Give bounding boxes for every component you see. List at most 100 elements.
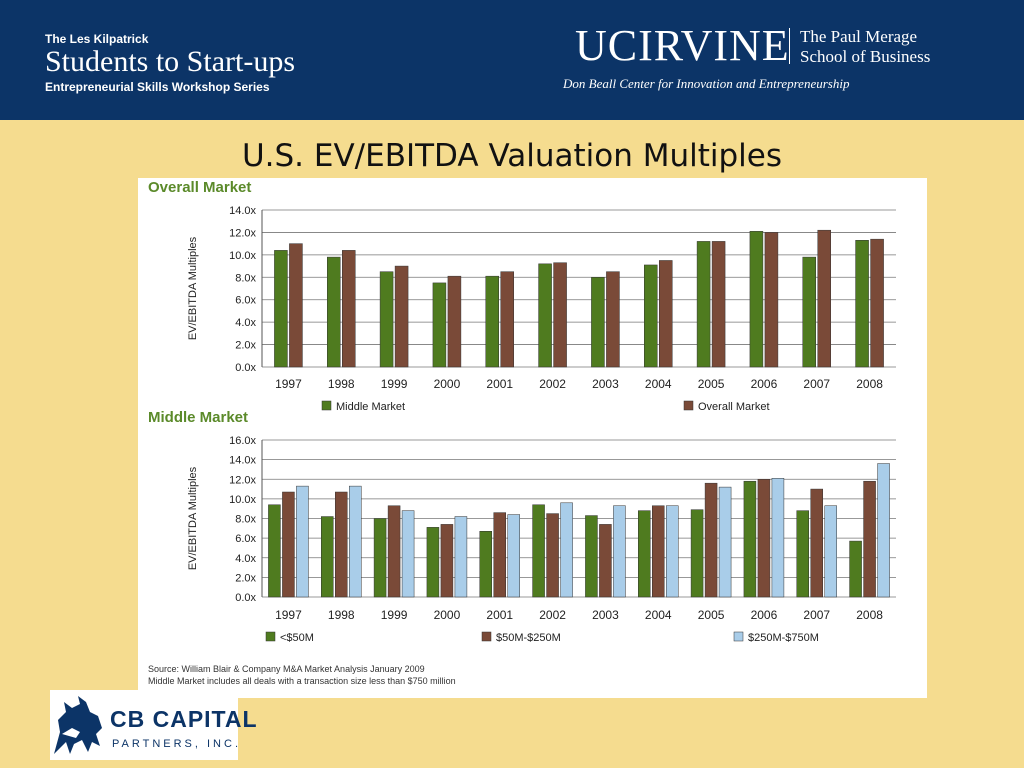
series-label: The Les Kilpatrick — [45, 32, 149, 46]
legend-swatch — [321, 400, 332, 411]
bar — [659, 260, 673, 368]
x-tick-label: 1999 — [381, 377, 408, 391]
bar — [440, 524, 454, 598]
x-tick-label: 2008 — [856, 608, 883, 622]
y-axis-label: EV/EBITDA Multiples — [187, 236, 199, 340]
bar — [485, 275, 499, 368]
bar — [638, 510, 651, 598]
bar — [870, 238, 884, 368]
header-banner: The Les Kilpatrick Students to Start-ups… — [0, 0, 1024, 120]
legend-label: $50M-$250M — [496, 632, 561, 644]
slide-title: U.S. EV/EBITDA Valuation Multiples — [241, 138, 783, 174]
bar — [644, 264, 658, 368]
bar — [321, 516, 334, 598]
y-tick-label: 2.0x — [235, 572, 256, 584]
bar — [696, 241, 711, 368]
x-tick-label: 2002 — [539, 377, 566, 391]
uc-irvine-wordmark: UCIRVINE — [575, 21, 790, 70]
cb-capital-logo: CB CAPITAL PARTNERS, INC. — [50, 690, 257, 760]
bar — [817, 229, 831, 368]
bar — [426, 527, 440, 598]
source-note: Source: William Blair & Company M&A Mark… — [148, 664, 425, 674]
bar — [432, 282, 447, 368]
legend-label: <$50M — [280, 632, 314, 644]
bar — [749, 231, 764, 368]
x-tick-label: 1998 — [328, 608, 355, 622]
bar — [606, 271, 620, 368]
x-tick-label: 2004 — [645, 377, 672, 391]
y-tick-label: 0.0x — [235, 592, 256, 604]
bar — [373, 518, 387, 598]
legend-label: $250M-$750M — [748, 632, 819, 644]
x-tick-label: 2000 — [434, 608, 461, 622]
x-tick-label: 2005 — [698, 377, 725, 391]
bar — [652, 505, 665, 598]
bar — [613, 505, 626, 598]
x-tick-label: 2004 — [645, 608, 672, 622]
scope-note: Middle Market includes all deals with a … — [148, 676, 456, 686]
x-tick-label: 2001 — [486, 608, 513, 622]
bar — [877, 463, 890, 598]
bar — [743, 480, 757, 598]
x-tick-label: 2008 — [856, 377, 883, 391]
y-tick-label: 6.0x — [235, 533, 256, 545]
bar — [591, 277, 605, 368]
center-name: Don Beall Center for Innovation and Entr… — [563, 76, 850, 91]
bar — [771, 478, 785, 598]
y-axis-label: EV/EBITDA Multiples — [187, 466, 199, 570]
y-tick-label: 12.0x — [229, 474, 256, 486]
x-tick-label: 1998 — [328, 377, 355, 391]
program-subtitle: Entrepreneurial Skills Workshop Series — [45, 80, 270, 94]
bar — [349, 485, 362, 598]
y-tick-label: 4.0x — [235, 553, 256, 565]
logo-divider — [789, 28, 790, 64]
x-tick-label: 2006 — [751, 608, 778, 622]
bar — [796, 510, 809, 598]
bar — [546, 513, 559, 598]
bar — [764, 232, 779, 368]
bar — [532, 504, 545, 598]
chart-panel: Overall Market 0.0x 2.0x 4.0x 6.0x 8.0x 10.0x 1… — [138, 178, 927, 698]
x-tick-label: 2002 — [539, 608, 566, 622]
y-tick-label: 10.0x — [229, 250, 256, 262]
bar — [560, 502, 573, 598]
y-tick-label: 8.0x — [235, 272, 256, 284]
bar — [849, 540, 862, 598]
y-tick-label: 12.0x — [229, 227, 256, 239]
bar — [585, 515, 598, 598]
bar — [538, 263, 552, 368]
bar — [666, 505, 679, 598]
chart-title: Middle Market — [148, 409, 248, 426]
bar — [327, 256, 341, 368]
y-tick-label: 14.0x — [229, 205, 256, 217]
bar — [507, 514, 520, 598]
y-tick-label: 4.0x — [235, 317, 256, 329]
x-tick-label: 2006 — [751, 377, 778, 391]
bar — [863, 480, 876, 598]
bar — [282, 491, 295, 598]
bar — [379, 271, 394, 368]
program-title: Students to Start-ups — [45, 45, 296, 78]
school-name: The Paul Merage School of Business — [800, 27, 930, 67]
bar — [493, 512, 506, 598]
bar — [757, 479, 771, 598]
legend-swatch — [683, 400, 694, 411]
x-tick-label: 1997 — [275, 608, 302, 622]
legend-swatch — [265, 631, 276, 642]
y-tick-label: 8.0x — [235, 514, 256, 526]
bull-icon — [54, 696, 102, 754]
bar — [268, 504, 281, 598]
y-tick-label: 2.0x — [235, 340, 256, 352]
bar — [447, 275, 462, 368]
bar — [335, 491, 348, 598]
y-tick-label: 6.0x — [235, 295, 256, 307]
x-tick-label: 2003 — [592, 608, 619, 622]
y-tick-label: 0.0x — [235, 362, 256, 374]
bar — [479, 531, 492, 598]
x-tick-label: 2003 — [592, 377, 619, 391]
bar — [855, 240, 869, 368]
y-tick-label: 10.0x — [229, 494, 256, 506]
bar — [704, 482, 718, 598]
legend-label: Middle Market — [336, 401, 405, 413]
bar — [274, 250, 288, 368]
